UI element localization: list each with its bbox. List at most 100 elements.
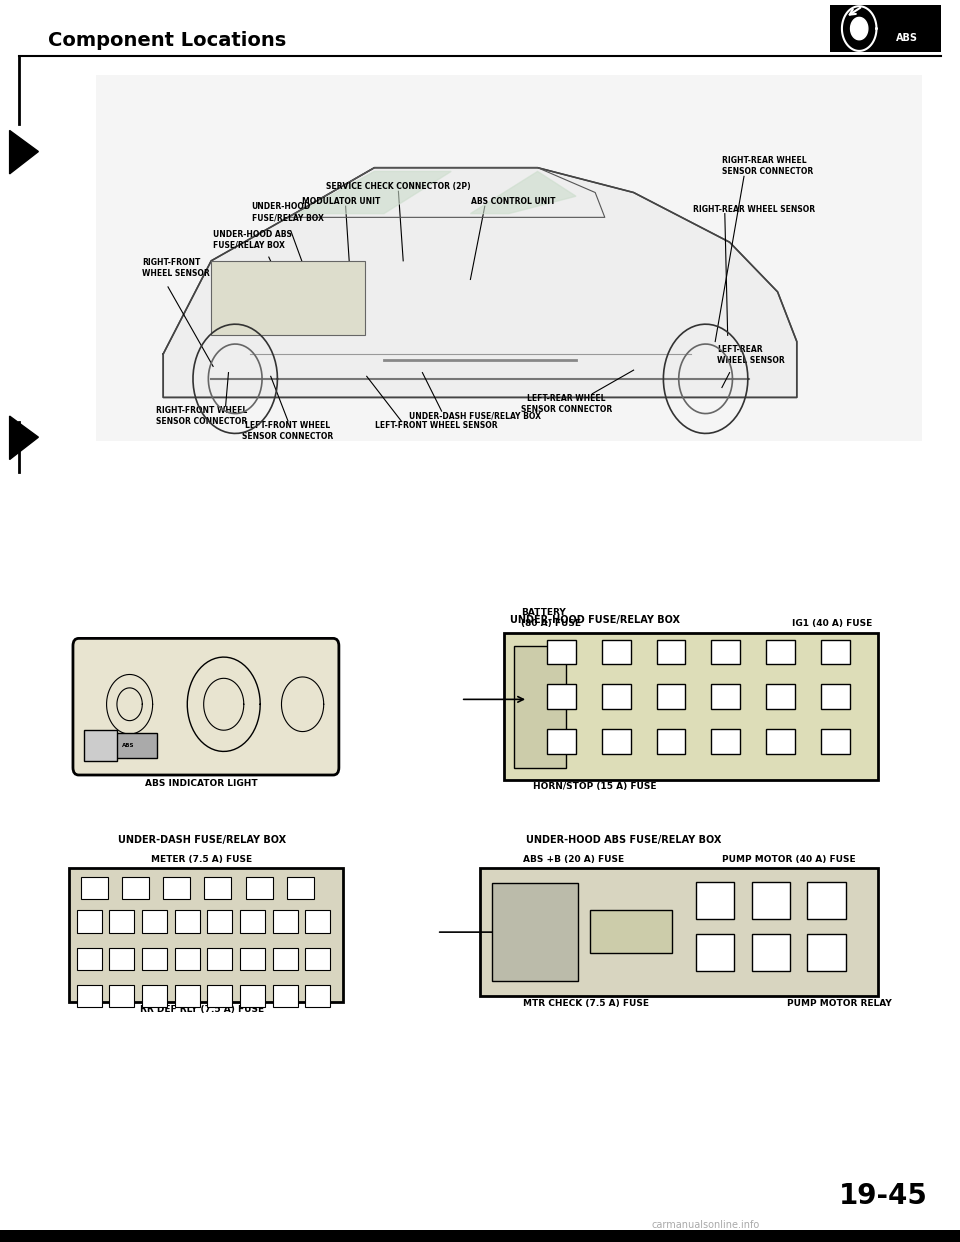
Bar	[821, 684, 850, 709]
Bar	[77, 985, 102, 1007]
Bar	[77, 948, 102, 970]
Text: ABS +B (20 A) FUSE: ABS +B (20 A) FUSE	[523, 856, 624, 864]
Bar	[766, 729, 795, 754]
Bar	[163, 877, 190, 899]
Bar	[240, 910, 265, 933]
Text: RIGHT-FRONT
WHEEL SENSOR: RIGHT-FRONT WHEEL SENSOR	[142, 258, 210, 278]
Text: IG1 (40 A) FUSE: IG1 (40 A) FUSE	[792, 620, 873, 628]
Text: UNDER-HOOD ABS FUSE/RELAY BOX: UNDER-HOOD ABS FUSE/RELAY BOX	[526, 835, 722, 845]
Text: Component Locations: Component Locations	[48, 31, 286, 50]
Bar	[514, 646, 566, 768]
FancyBboxPatch shape	[830, 5, 941, 52]
Bar	[175, 948, 200, 970]
Bar	[109, 948, 134, 970]
Text: UNDER-DASH FUSE/RELAY BOX: UNDER-DASH FUSE/RELAY BOX	[409, 411, 541, 420]
Bar	[175, 985, 200, 1007]
Bar	[590, 910, 672, 953]
Polygon shape	[10, 130, 38, 174]
Text: ABS: ABS	[897, 32, 918, 43]
Bar	[81, 877, 108, 899]
Polygon shape	[298, 171, 451, 214]
Text: MTR CHECK (7.5 A) FUSE: MTR CHECK (7.5 A) FUSE	[523, 999, 649, 1007]
Text: carmanualsonline.info: carmanualsonline.info	[652, 1220, 759, 1230]
Bar	[807, 934, 846, 971]
Bar	[752, 934, 790, 971]
Bar	[96, 75, 922, 441]
Bar	[711, 729, 740, 754]
Bar	[273, 985, 298, 1007]
Bar	[287, 877, 314, 899]
Text: SERVICE CHECK CONNECTOR (2P): SERVICE CHECK CONNECTOR (2P)	[326, 183, 470, 191]
Bar	[752, 882, 790, 919]
Bar	[766, 640, 795, 664]
Text: UNDER-HOOD ABS
FUSE/RELAY BOX: UNDER-HOOD ABS FUSE/RELAY BOX	[213, 230, 292, 250]
Text: LEFT-REAR WHEEL
SENSOR CONNECTOR: LEFT-REAR WHEEL SENSOR CONNECTOR	[520, 394, 612, 414]
Text: RIGHT-REAR WHEEL
SENSOR CONNECTOR: RIGHT-REAR WHEEL SENSOR CONNECTOR	[722, 156, 813, 176]
Bar	[711, 640, 740, 664]
Polygon shape	[10, 416, 38, 460]
Bar	[602, 729, 631, 754]
Bar	[207, 910, 232, 933]
Bar	[492, 883, 578, 981]
Bar	[821, 640, 850, 664]
Text: UNDER-HOOD
FUSE/RELAY BOX: UNDER-HOOD FUSE/RELAY BOX	[252, 202, 324, 222]
Bar	[175, 910, 200, 933]
Text: PUMP MOTOR (40 A) FUSE: PUMP MOTOR (40 A) FUSE	[722, 856, 855, 864]
Bar	[122, 877, 149, 899]
Bar	[696, 934, 734, 971]
Bar	[69, 868, 343, 1002]
Text: 19-45: 19-45	[839, 1181, 927, 1210]
Text: RR DEF RLY (7.5 A) FUSE: RR DEF RLY (7.5 A) FUSE	[139, 1005, 264, 1013]
Bar	[480, 868, 878, 996]
Bar	[821, 729, 850, 754]
Text: LEFT-FRONT WHEEL SENSOR: LEFT-FRONT WHEEL SENSOR	[375, 421, 498, 430]
Bar	[273, 948, 298, 970]
Text: UNDER-DASH FUSE/RELAY BOX: UNDER-DASH FUSE/RELAY BOX	[117, 835, 286, 845]
Text: RIGHT-FRONT WHEEL
SENSOR CONNECTOR: RIGHT-FRONT WHEEL SENSOR CONNECTOR	[156, 406, 248, 426]
Bar	[84, 730, 117, 761]
Bar	[807, 882, 846, 919]
Bar	[142, 910, 167, 933]
Bar	[207, 985, 232, 1007]
Text: LEFT-REAR
WHEEL SENSOR: LEFT-REAR WHEEL SENSOR	[717, 345, 785, 365]
Bar	[211, 261, 365, 335]
Bar	[305, 910, 330, 933]
Text: LEFT-FRONT WHEEL
SENSOR CONNECTOR: LEFT-FRONT WHEEL SENSOR CONNECTOR	[242, 421, 334, 441]
Text: RIGHT-REAR WHEEL SENSOR: RIGHT-REAR WHEEL SENSOR	[693, 205, 815, 214]
Bar	[99, 733, 156, 758]
Text: ABS INDICATOR LIGHT: ABS INDICATOR LIGHT	[145, 779, 258, 787]
Text: ABS: ABS	[122, 743, 134, 748]
Text: MODULATOR UNIT: MODULATOR UNIT	[301, 197, 380, 206]
Bar	[273, 910, 298, 933]
Bar	[547, 729, 576, 754]
Text: PUMP MOTOR RELAY: PUMP MOTOR RELAY	[787, 999, 892, 1007]
Bar	[696, 882, 734, 919]
Polygon shape	[851, 17, 868, 40]
Bar	[0, 1230, 960, 1242]
Bar	[547, 640, 576, 664]
Bar	[207, 948, 232, 970]
Bar	[657, 684, 685, 709]
Bar	[204, 877, 231, 899]
Bar	[240, 985, 265, 1007]
Bar	[77, 910, 102, 933]
Polygon shape	[163, 168, 797, 397]
Bar	[766, 684, 795, 709]
Bar	[711, 684, 740, 709]
Text: BATTERY
(80 A) FUSE: BATTERY (80 A) FUSE	[521, 609, 582, 628]
Bar	[504, 633, 878, 780]
Polygon shape	[470, 171, 576, 214]
Text: UNDER-HOOD FUSE/RELAY BOX: UNDER-HOOD FUSE/RELAY BOX	[510, 615, 681, 625]
Bar	[657, 729, 685, 754]
Bar	[657, 640, 685, 664]
Text: ABS CONTROL UNIT: ABS CONTROL UNIT	[471, 197, 556, 206]
Bar	[246, 877, 273, 899]
Bar	[109, 910, 134, 933]
FancyBboxPatch shape	[73, 638, 339, 775]
Bar	[240, 948, 265, 970]
Bar	[602, 640, 631, 664]
Bar	[305, 948, 330, 970]
Text: METER (7.5 A) FUSE: METER (7.5 A) FUSE	[151, 856, 252, 864]
Bar	[109, 985, 134, 1007]
Bar	[305, 985, 330, 1007]
